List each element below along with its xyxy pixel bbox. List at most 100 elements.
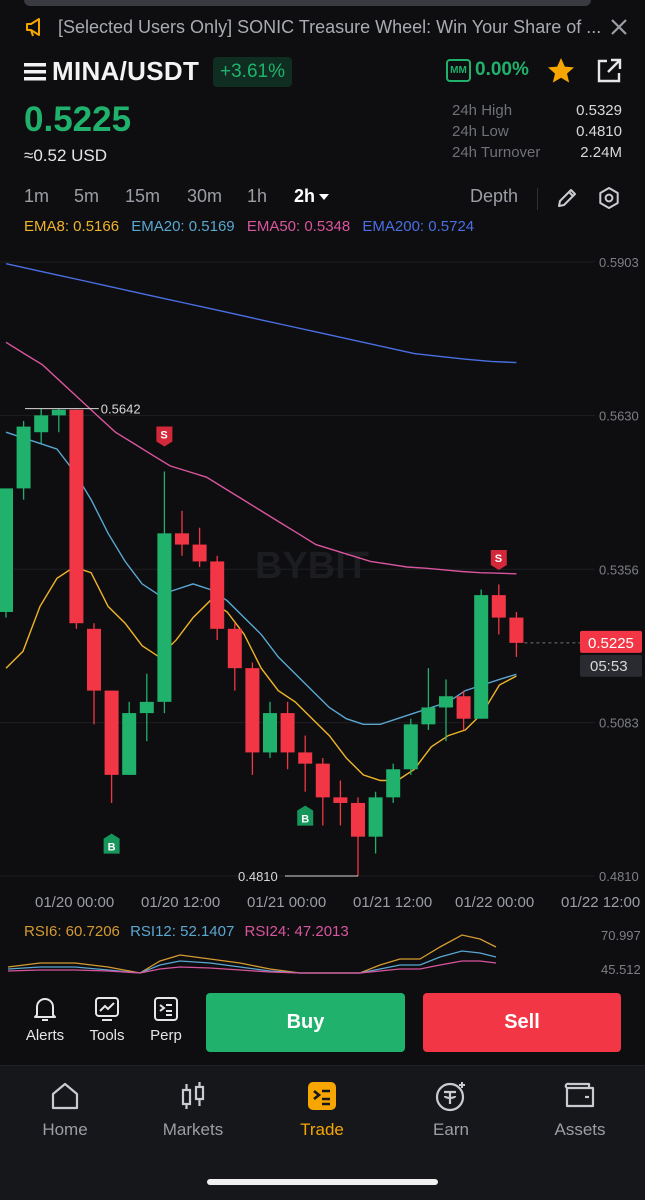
last-price: 0.5225 [24, 100, 132, 139]
time-axis-label: 01/20 00:00 [35, 894, 114, 911]
chart-tool-icon [95, 997, 119, 1021]
stat-value: 0.5329 [576, 102, 622, 119]
candle-body [474, 595, 489, 719]
ema8-line [5, 566, 517, 782]
caret-down-icon [319, 194, 330, 201]
countdown-tag [580, 654, 642, 677]
nav-trade-label: Trade [300, 1120, 344, 1139]
price-axis-label: 0.5630 [599, 408, 639, 423]
stat-label: 24h High [452, 102, 513, 119]
timeframe-2h[interactable]: 2h [294, 186, 330, 207]
timeframe-2h-label: 2h [294, 186, 316, 206]
time-axis-label: 01/20 12:00 [141, 894, 220, 911]
pencil-icon[interactable] [555, 186, 579, 210]
high-label: 0.5642 [101, 402, 141, 417]
nav-earn[interactable]: Earn [406, 1080, 496, 1140]
price-axis-label: 0.5903 [599, 255, 639, 270]
mm-value: 0.00% [475, 59, 529, 80]
current-price-label: 0.5225 [588, 635, 634, 652]
candle-body [51, 409, 66, 416]
rsi6-label: RSI6: 60.7206 [24, 923, 120, 940]
candle-body [16, 426, 31, 489]
buy-marker [297, 805, 314, 826]
timeframe-30m[interactable]: 30m [187, 186, 223, 206]
ema20-label: EMA20: 0.5169 [131, 218, 235, 235]
ema-legend: EMA8: 0.5166 EMA20: 0.5169 EMA50: 0.5348… [24, 218, 482, 235]
announcement-text[interactable]: [Selected Users Only] SONIC Treasure Whe… [58, 17, 602, 37]
menu-icon[interactable] [24, 63, 46, 81]
candle-body [210, 561, 225, 629]
candle-body [157, 533, 172, 702]
time-axis-label: 01/22 12:00 [561, 894, 640, 911]
tools-label: Tools [89, 1027, 125, 1044]
watermark: BYBIT [255, 545, 369, 587]
trade-icon [308, 1082, 336, 1110]
nav-trade[interactable]: Trade [277, 1080, 367, 1140]
timeframe-5m[interactable]: 5m [74, 186, 100, 206]
candle-body [139, 701, 154, 714]
buy-button[interactable]: Buy [206, 993, 405, 1052]
earn-icon [435, 1082, 465, 1112]
nav-assets-label: Assets [554, 1120, 606, 1139]
candle-body [280, 713, 295, 753]
divider [537, 188, 538, 210]
buy-marker-label: B [108, 842, 116, 854]
low-label: 0.4810 [238, 869, 278, 884]
nav-markets[interactable]: Markets [148, 1080, 238, 1140]
current-price-tag [580, 630, 642, 653]
candle-body [509, 617, 524, 643]
candle-body [491, 595, 506, 618]
nav-earn-label: Earn [433, 1120, 469, 1139]
candle-body [104, 690, 119, 775]
stat-low: 24h Low 0.4810 [452, 123, 622, 144]
announcement-bar[interactable]: [Selected Users Only] SONIC Treasure Whe… [0, 8, 645, 44]
pair-name[interactable]: MINA/USDT [52, 56, 200, 86]
stats-panel: 24h High 0.5329 24h Low 0.4810 24h Turno… [452, 102, 622, 165]
candle-body [333, 797, 348, 803]
timeframe-15m[interactable]: 15m [125, 186, 161, 206]
settings-icon[interactable] [597, 186, 621, 210]
candle-body [34, 415, 49, 433]
perp-tool[interactable]: Perp [138, 995, 194, 1044]
sell-marker [490, 550, 507, 571]
share-icon[interactable] [595, 57, 623, 85]
perp-icon [154, 997, 178, 1021]
time-axis-label: 01/21 00:00 [247, 894, 326, 911]
speaker-icon [26, 18, 40, 37]
candle-body [351, 802, 365, 837]
candlestick-chart[interactable]: 0.5903 0.5630 0.5356 0.5083 0.4810 01/20 00:0… [0, 240, 645, 920]
timeframe-1m[interactable]: 1m [24, 186, 50, 206]
stat-value: 2.24M [580, 144, 622, 161]
candle-body [315, 763, 330, 798]
alerts-tool[interactable]: Alerts [17, 995, 73, 1044]
rsi-legend: RSI6: 60.7206 RSI12: 52.1407 RSI24: 47.2… [24, 923, 355, 940]
price-usd: ≈0.52 USD [24, 146, 108, 165]
buy-marker-label: B [301, 814, 309, 826]
nav-assets[interactable]: Assets [535, 1080, 625, 1140]
depth-tab[interactable]: Depth [470, 186, 519, 206]
wallet-icon [564, 1082, 595, 1108]
action-bar: Alerts Tools Perp Buy Sell [0, 985, 645, 1065]
candle-body [456, 696, 471, 719]
close-icon[interactable] [608, 16, 630, 38]
timeframe-1h[interactable]: 1h [247, 186, 268, 206]
home-icon [51, 1082, 79, 1110]
rsi-axis-label: 70.997 [601, 928, 641, 943]
buy-marker [103, 833, 120, 854]
candle-body [227, 628, 242, 669]
candle-body [192, 544, 207, 562]
alerts-label: Alerts [25, 1027, 65, 1044]
star-icon[interactable] [545, 55, 577, 87]
ema200-label: EMA200: 0.5724 [362, 218, 475, 235]
candle-body [0, 488, 13, 612]
candle-body [439, 696, 453, 708]
markets-icon [181, 1082, 205, 1109]
candle-body [245, 668, 260, 753]
ema50-label: EMA50: 0.5348 [246, 218, 351, 235]
pair-header: MINA/USDT +3.61% MM 0.00% [0, 52, 645, 92]
home-indicator [207, 1179, 438, 1185]
tools-tool[interactable]: Tools [79, 995, 135, 1044]
sell-button[interactable]: Sell [423, 993, 621, 1052]
sell-marker-label: S [495, 553, 502, 565]
nav-home[interactable]: Home [20, 1080, 110, 1140]
